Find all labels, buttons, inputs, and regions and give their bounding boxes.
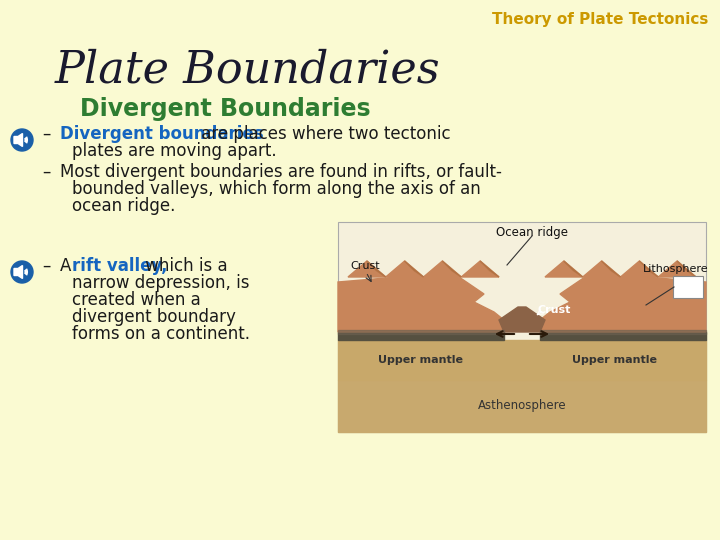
Text: which is a: which is a — [140, 257, 228, 275]
Polygon shape — [405, 261, 423, 277]
Text: Theory of Plate Tectonics: Theory of Plate Tectonics — [492, 12, 708, 27]
Text: rift valley,: rift valley, — [72, 257, 168, 275]
Text: Divergent Boundaries: Divergent Boundaries — [80, 97, 371, 121]
Polygon shape — [677, 261, 696, 277]
Text: Divergent boundaries: Divergent boundaries — [60, 125, 264, 143]
Text: Crust: Crust — [350, 261, 379, 271]
Text: divergent boundary: divergent boundary — [72, 308, 236, 326]
Text: Ocean ridge: Ocean ridge — [496, 226, 568, 239]
Polygon shape — [338, 380, 706, 432]
Polygon shape — [602, 261, 621, 277]
Polygon shape — [658, 261, 696, 277]
Polygon shape — [338, 332, 504, 340]
Polygon shape — [564, 261, 582, 277]
Text: forms on a continent.: forms on a continent. — [72, 325, 250, 343]
Text: ocean ridge.: ocean ridge. — [72, 197, 176, 215]
Polygon shape — [442, 261, 462, 277]
Polygon shape — [338, 330, 504, 334]
Polygon shape — [423, 261, 462, 277]
Text: Plate Boundaries: Plate Boundaries — [55, 48, 441, 91]
Text: are places where two tectonic: are places where two tectonic — [196, 125, 451, 143]
Text: A: A — [60, 257, 76, 275]
Polygon shape — [338, 277, 504, 332]
Text: –: – — [42, 257, 50, 275]
Polygon shape — [540, 332, 706, 340]
Polygon shape — [14, 133, 22, 146]
Polygon shape — [540, 330, 706, 334]
Text: Crust: Crust — [537, 305, 570, 315]
Circle shape — [11, 129, 33, 151]
FancyBboxPatch shape — [338, 222, 706, 432]
Text: Asthenosphere: Asthenosphere — [477, 400, 567, 413]
Polygon shape — [545, 261, 582, 277]
FancyBboxPatch shape — [673, 276, 703, 298]
Text: –: – — [42, 163, 50, 181]
Polygon shape — [367, 261, 386, 277]
Text: created when a: created when a — [72, 291, 201, 309]
Polygon shape — [621, 261, 658, 277]
Polygon shape — [14, 266, 22, 279]
Text: Upper mantle: Upper mantle — [572, 355, 657, 365]
Polygon shape — [480, 261, 499, 277]
Text: Most divergent boundaries are found in rifts, or fault-: Most divergent boundaries are found in r… — [60, 163, 502, 181]
Polygon shape — [582, 261, 621, 277]
Text: plates are moving apart.: plates are moving apart. — [72, 142, 276, 160]
Circle shape — [11, 261, 33, 283]
Polygon shape — [499, 307, 545, 332]
Text: Upper mantle: Upper mantle — [379, 355, 464, 365]
Polygon shape — [386, 261, 423, 277]
Text: Lithosphere: Lithosphere — [642, 264, 708, 274]
Polygon shape — [540, 277, 706, 332]
Text: narrow depression, is: narrow depression, is — [72, 274, 250, 292]
Polygon shape — [639, 261, 658, 277]
Text: bounded valleys, which form along the axis of an: bounded valleys, which form along the ax… — [72, 180, 481, 198]
Polygon shape — [338, 340, 706, 380]
Polygon shape — [462, 261, 499, 277]
Text: –: – — [42, 125, 50, 143]
Polygon shape — [348, 261, 386, 277]
